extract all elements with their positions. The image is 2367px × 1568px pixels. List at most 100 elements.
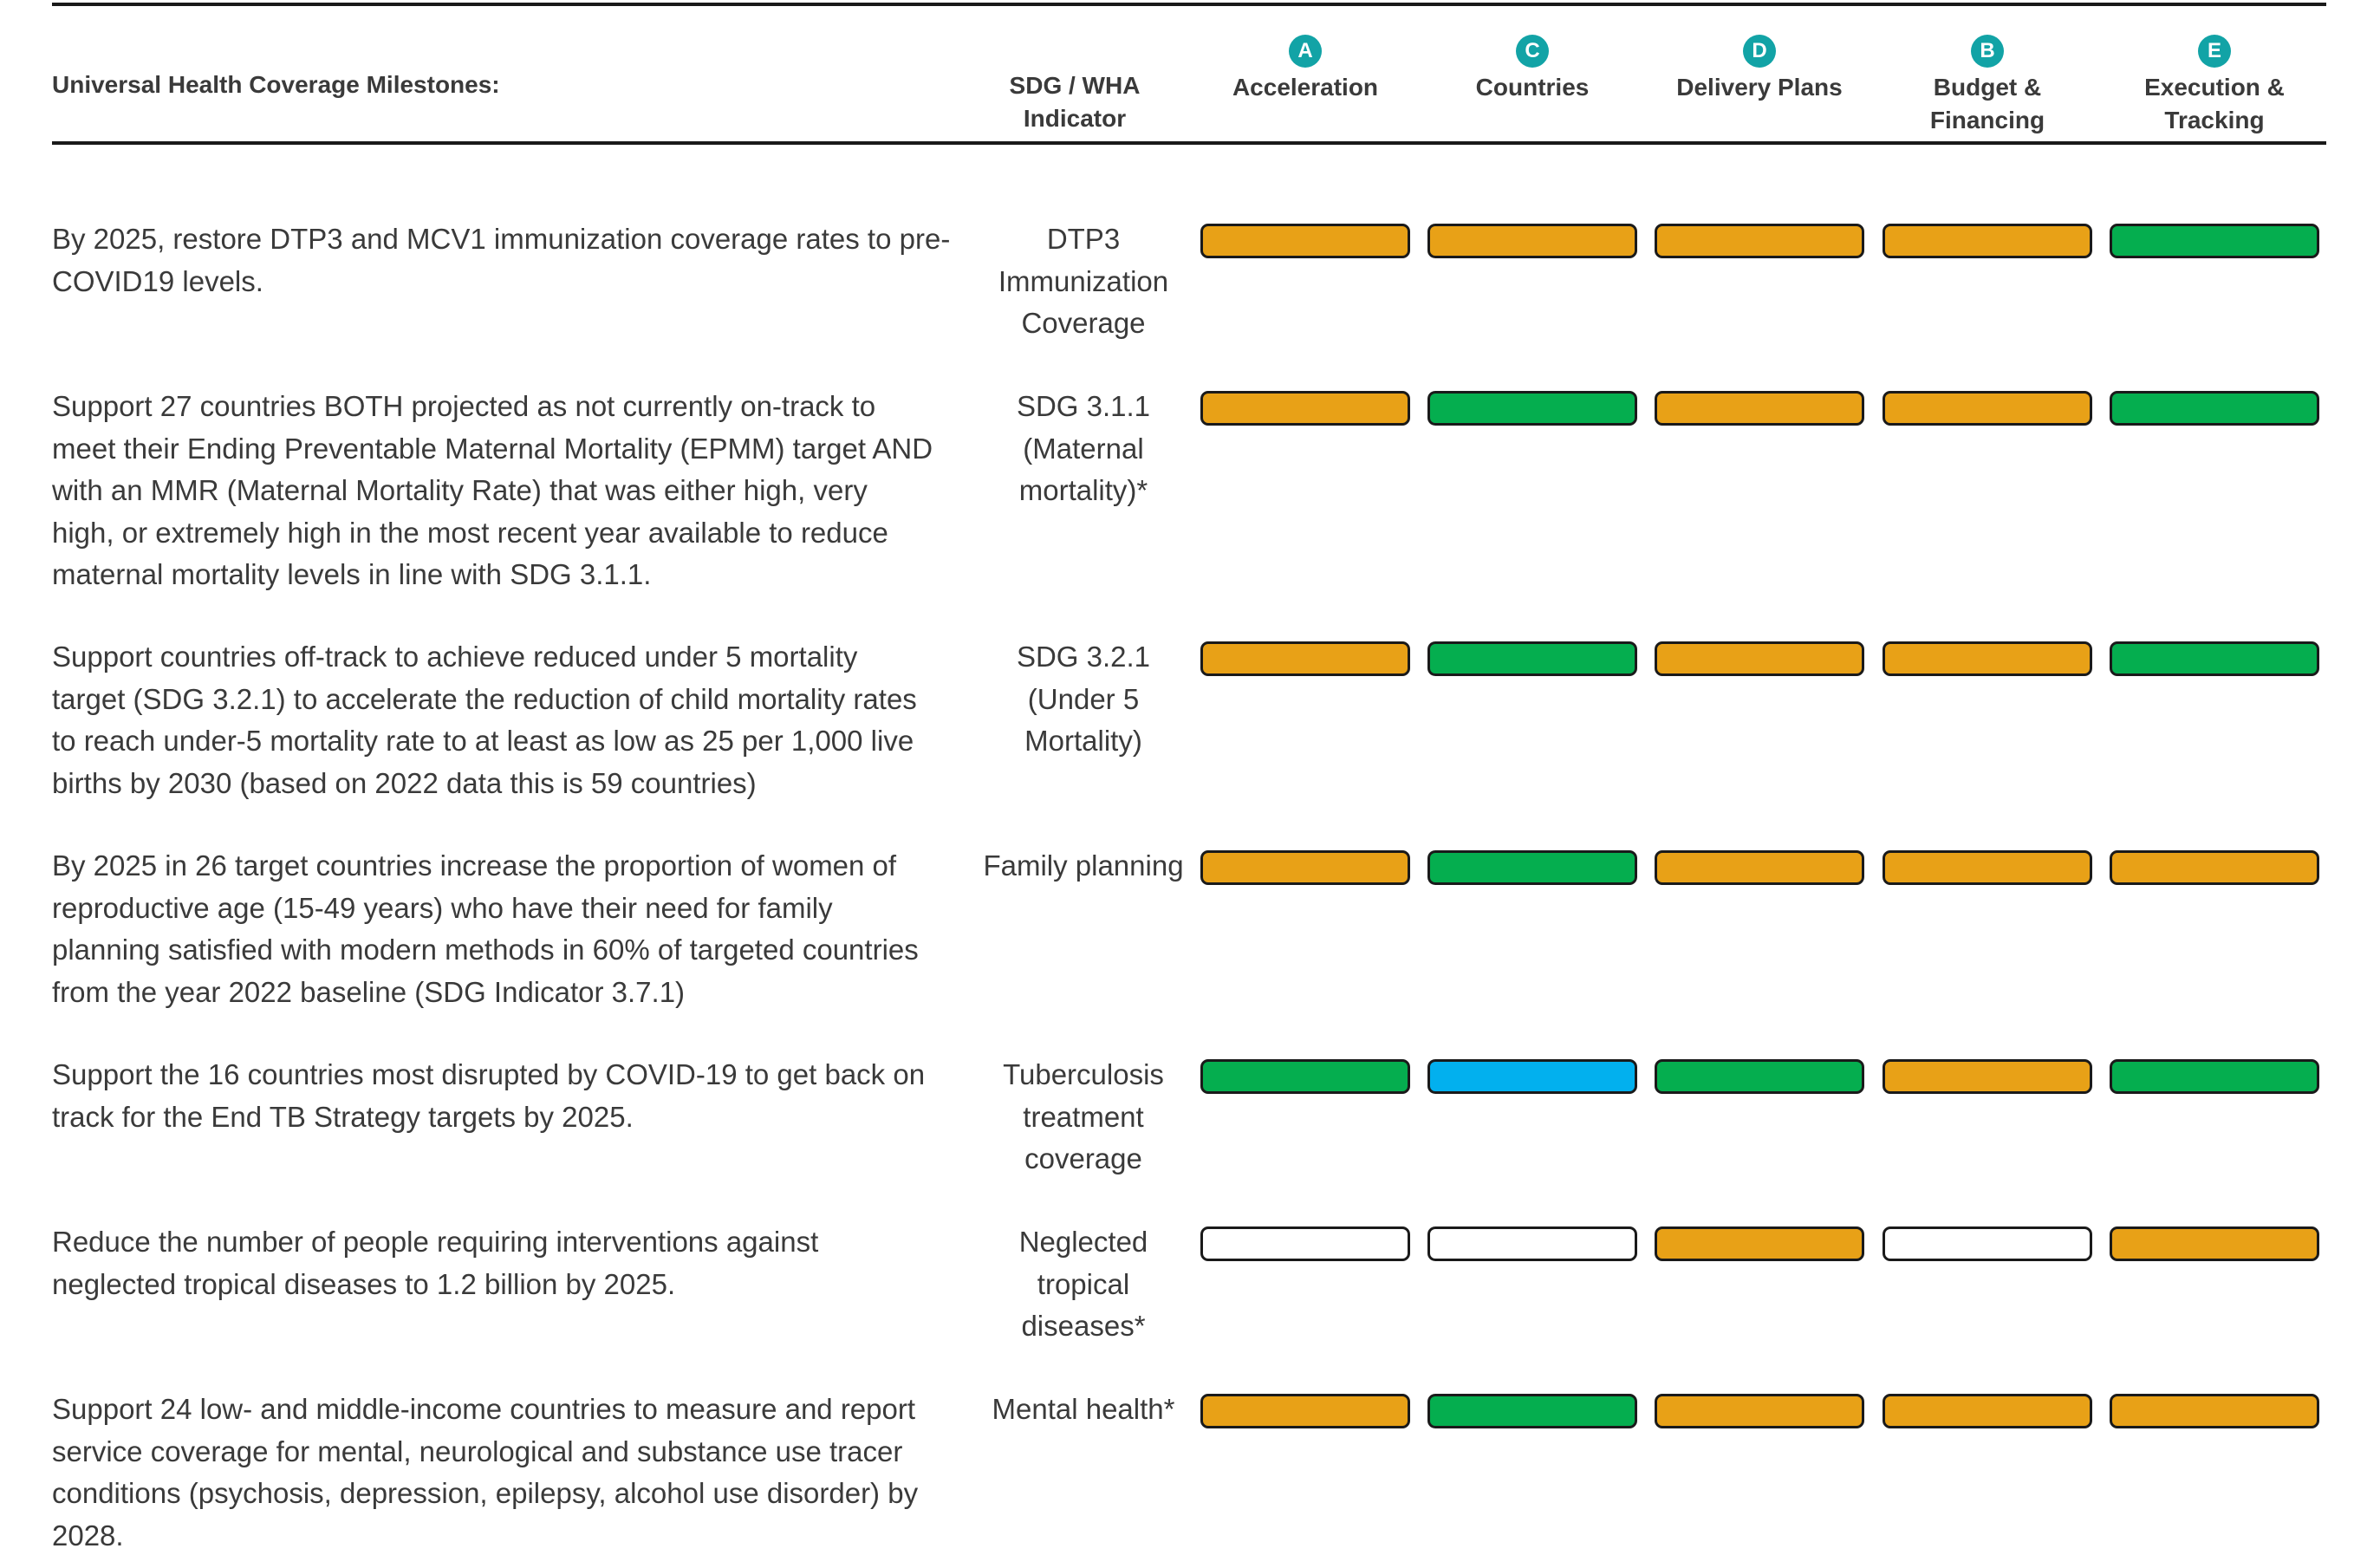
- indicator-cell: Mental health*: [971, 1389, 1196, 1431]
- column-badge: E: [2198, 35, 2231, 68]
- status-pill-amber: [2110, 1226, 2319, 1261]
- top-rule: [52, 3, 2326, 6]
- description-line: Support 27 countries BOTH projected as n…: [52, 390, 876, 422]
- status-pill-empty: [1200, 1226, 1410, 1261]
- indicator-line: SDG 3.1.1: [1016, 390, 1151, 422]
- description-line: Support countries off-track to achieve r…: [52, 641, 858, 673]
- status-pill-green: [1427, 391, 1637, 426]
- description-line: Reduce the number of people requiring in…: [52, 1226, 819, 1258]
- description-line: Support the 16 countries most disrupted …: [52, 1058, 926, 1090]
- status-pill-amber: [1883, 641, 2092, 676]
- status-pill-green: [1427, 1394, 1637, 1428]
- milestone-description: Support 27 countries BOTH projected as n…: [52, 386, 971, 596]
- indicator-line: Tuberculosis: [1003, 1058, 1164, 1090]
- header-rule: [52, 141, 2326, 145]
- description-line: By 2025 in 26 target countries increase …: [52, 849, 897, 882]
- status-pill-amber: [1883, 391, 2092, 426]
- milestone-description: Support countries off-track to achieve r…: [52, 636, 971, 804]
- description-line: conditions (psychosis, depression, epile…: [52, 1477, 919, 1509]
- milestone-row: Support the 16 countries most disrupted …: [0, 1054, 2367, 1227]
- milestone-row: Support 24 low- and middle-income countr…: [0, 1389, 2367, 1562]
- status-pill-amber: [1200, 224, 1410, 258]
- indicator-line: Neglected: [1018, 1226, 1148, 1258]
- status-pill-amber: [1200, 850, 1410, 885]
- indicator-cell: Family planning: [971, 845, 1196, 888]
- column-header: B Budget & Financing: [1874, 35, 2101, 137]
- description-line: service coverage for mental, neurologica…: [52, 1435, 903, 1467]
- description-line: Support 24 low- and middle-income countr…: [52, 1393, 916, 1425]
- description-line: from the year 2022 baseline (SDG Indicat…: [52, 975, 686, 1008]
- description-line: with an MMR (Maternal Mortality Rate) th…: [52, 474, 868, 506]
- description-line: reproductive age (15-49 years) who have …: [52, 891, 833, 924]
- indicator-line: diseases*: [1021, 1310, 1146, 1342]
- milestone-row: By 2025, restore DTP3 and MCV1 immunizat…: [0, 218, 2367, 392]
- column-badge: A: [1289, 35, 1322, 68]
- status-pill-amber: [1883, 1394, 2092, 1428]
- description-line: planning satisfied with modern methods i…: [52, 934, 919, 966]
- indicator-line: Mental health*: [992, 1393, 1175, 1425]
- description-line: track for the End TB Strategy targets by…: [52, 1100, 634, 1133]
- milestone-description: Support the 16 countries most disrupted …: [52, 1054, 971, 1138]
- milestone-description: By 2025, restore DTP3 and MCV1 immunizat…: [52, 218, 971, 303]
- status-pill-amber: [1655, 391, 1864, 426]
- column-label: Execution &: [2144, 74, 2285, 101]
- status-pill-green: [2110, 391, 2319, 426]
- status-pill-amber: [1200, 391, 1410, 426]
- description-line: meet their Ending Preventable Maternal M…: [52, 432, 933, 465]
- status-pill-amber: [1200, 1394, 1410, 1428]
- status-pill-amber: [1655, 224, 1864, 258]
- status-pill-green: [1427, 641, 1637, 676]
- column-label: Countries: [1475, 74, 1590, 101]
- indicator-cell: Neglected tropical diseases*: [971, 1221, 1196, 1348]
- column-label: Delivery Plans: [1676, 74, 1843, 101]
- indicator-line: tropical: [1037, 1267, 1130, 1300]
- status-pill-blue: [1427, 1059, 1637, 1094]
- column-header: D Delivery Plans: [1646, 35, 1873, 104]
- status-pill-amber: [1655, 1394, 1864, 1428]
- column-badge: D: [1743, 35, 1776, 68]
- status-pill-amber: [1427, 224, 1637, 258]
- indicator-cell: SDG 3.2.1 (Under 5 Mortality): [971, 636, 1196, 763]
- indicator-line: Mortality): [1024, 725, 1142, 757]
- description-line: COVID19 levels.: [52, 264, 263, 297]
- status-pill-amber: [1200, 641, 1410, 676]
- milestone-row: Reduce the number of people requiring in…: [0, 1221, 2367, 1395]
- column-label: Tracking: [2164, 107, 2265, 133]
- indicator-line: (Maternal: [1023, 432, 1144, 465]
- column-header: E Execution & Tracking: [2101, 35, 2328, 137]
- status-pill-amber: [2110, 850, 2319, 885]
- indicator-cell: DTP3 Immunization Coverage: [971, 218, 1196, 345]
- column-badge: B: [1971, 35, 2004, 68]
- column-badge: C: [1516, 35, 1549, 68]
- indicator-header-line: Indicator: [1023, 105, 1127, 132]
- indicator-cell: Tuberculosis treatment coverage: [971, 1054, 1196, 1181]
- description-line: target (SDG 3.2.1) to accelerate the red…: [52, 682, 917, 715]
- status-pill-amber: [1655, 850, 1864, 885]
- milestone-row: Support 27 countries BOTH projected as n…: [0, 386, 2367, 590]
- description-line: high, or extremely high in the most rece…: [52, 516, 888, 549]
- status-pill-amber: [1883, 1059, 2092, 1094]
- indicator-line: Family planning: [983, 849, 1184, 882]
- description-line: births by 2030 (based on 2022 data this …: [52, 766, 757, 799]
- status-pill-empty: [1427, 1226, 1637, 1261]
- milestone-description: Reduce the number of people requiring in…: [52, 1221, 971, 1305]
- indicator-line: mortality)*: [1018, 474, 1148, 506]
- indicator-line: SDG 3.2.1: [1016, 641, 1151, 673]
- indicator-line: Immunization: [998, 264, 1169, 297]
- status-pill-green: [1427, 850, 1637, 885]
- status-pill-green: [2110, 641, 2319, 676]
- status-pill-green: [1655, 1059, 1864, 1094]
- column-label: Acceleration: [1232, 74, 1379, 101]
- status-pill-empty: [1883, 1226, 2092, 1261]
- description-line: 2028.: [52, 1519, 124, 1552]
- indicator-line: treatment: [1023, 1100, 1144, 1133]
- status-pill-green: [1200, 1059, 1410, 1094]
- status-pill-amber: [1883, 224, 2092, 258]
- column-header: C Countries: [1419, 35, 1646, 104]
- status-pill-amber: [2110, 1394, 2319, 1428]
- status-pill-green: [2110, 224, 2319, 258]
- status-pill-green: [2110, 1059, 2319, 1094]
- milestone-description: Support 24 low- and middle-income countr…: [52, 1389, 971, 1557]
- indicator-line: Coverage: [1021, 307, 1146, 339]
